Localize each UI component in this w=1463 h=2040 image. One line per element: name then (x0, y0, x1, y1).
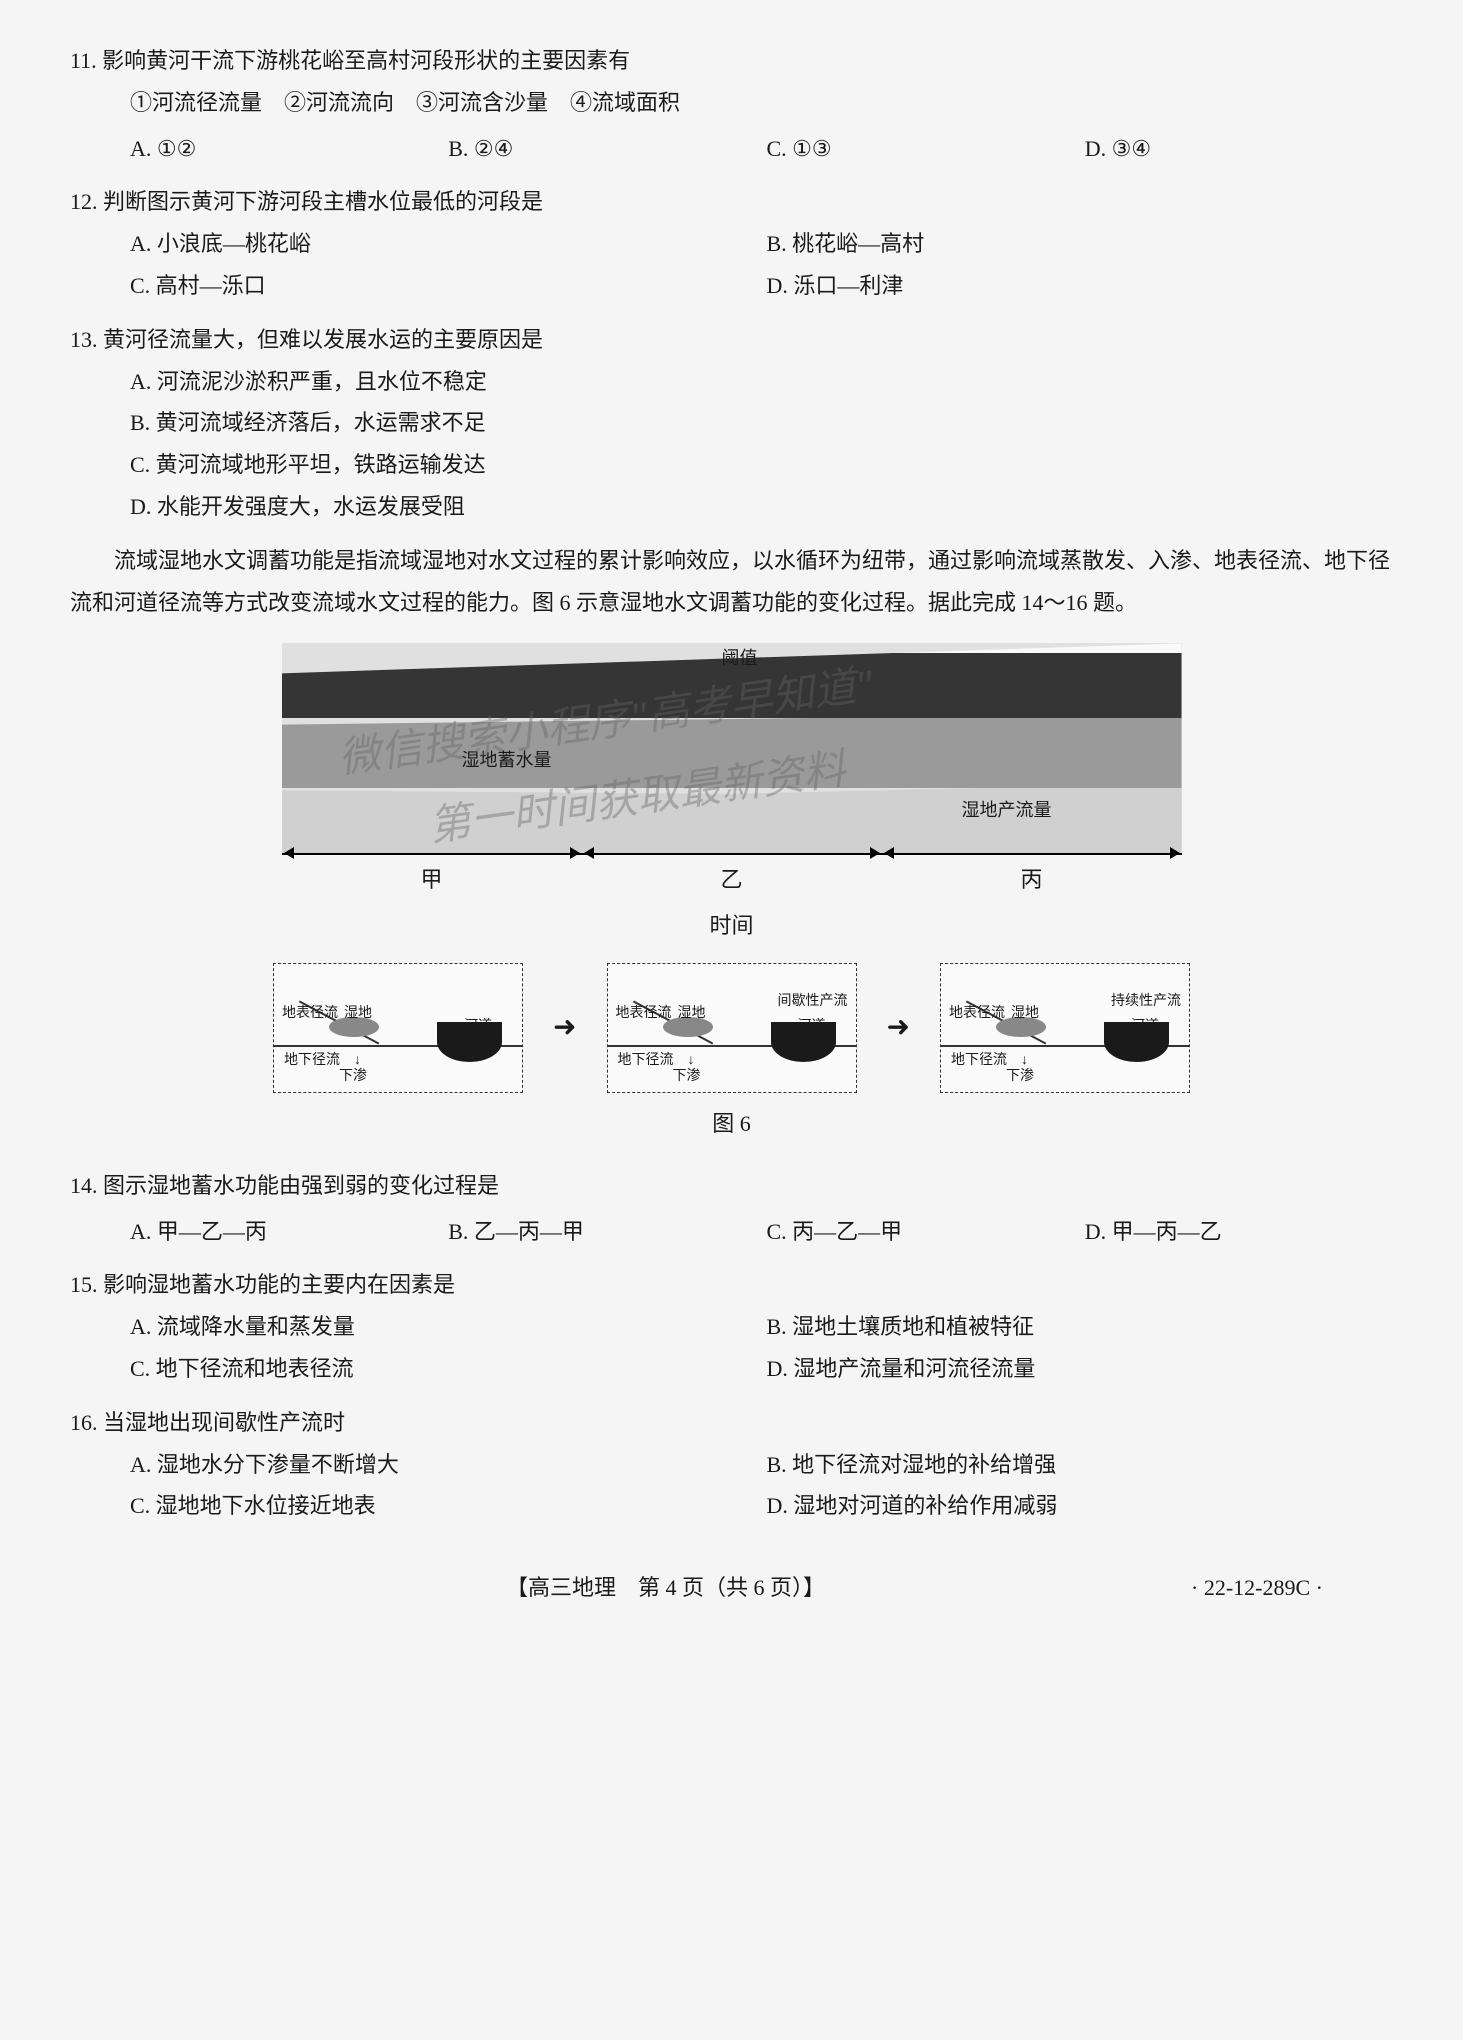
q13-opt-d: D. 水能开发强度大，水运发展受阻 (60, 486, 1403, 528)
fig6-panel-2: 地表径流 湿地 间歇性产流 河道 地下径流 ↓ 下渗 (607, 963, 857, 1093)
p2-arrow-icon: ↓ (688, 1053, 695, 1070)
q15-opt-b: B. 湿地土壤质地和植被特征 (767, 1306, 1404, 1348)
p3-wetland: 湿地 (1011, 1006, 1039, 1023)
q11-items: ①河流径流量 ②河流流向 ③河流含沙量 ④流域面积 (60, 82, 1403, 124)
q11-options: A. ①② B. ②④ C. ①③ D. ③④ (60, 128, 1403, 170)
q11-opt-a: A. ①② (130, 128, 448, 170)
p3-continuous: 持续性产流 (1111, 994, 1181, 1011)
q12-opt-c: C. 高村—泺口 (130, 265, 767, 307)
q16-opt-b: B. 地下径流对湿地的补给增强 (767, 1444, 1404, 1486)
p1-surface: 地表径流 (282, 1006, 338, 1023)
question-16: 16. 当湿地出现间歇性产流时 A. 湿地水分下渗量不断增大 B. 地下径流对湿… (60, 1402, 1403, 1527)
fig6-seg-bing: 丙 (882, 855, 1182, 901)
footer-center: 【高三地理 第 4 页（共 6 页）】 (506, 1567, 825, 1609)
p3-surface: 地表径流 (949, 1006, 1005, 1023)
q11-opt-c: C. ①③ (767, 128, 1085, 170)
q16-opt-c: C. 湿地地下水位接近地表 (130, 1485, 767, 1527)
q11-opt-d: D. ③④ (1085, 128, 1403, 170)
q14-opt-d: D. 甲—丙—乙 (1085, 1211, 1403, 1253)
fig6-seg-yi: 乙 (582, 855, 882, 901)
q11-stem: 11. 影响黄河干流下游桃花峪至高村河段形状的主要因素有 (60, 40, 1403, 82)
fig6-storage-label: 湿地蓄水量 (462, 743, 552, 777)
q14-opt-c: C. 丙—乙—甲 (767, 1211, 1085, 1253)
p2-intermittent: 间歇性产流 (778, 994, 848, 1011)
q16-row2: C. 湿地地下水位接近地表 D. 湿地对河道的补给作用减弱 (60, 1485, 1403, 1527)
q14-opt-a: A. 甲—乙—丙 (130, 1211, 448, 1253)
figure-6: 阈值 湿地蓄水量 湿地产流量 微信搜索小程序"高考早知道" 第一时间获取最新资料… (60, 643, 1403, 1144)
fig6-seg-jia: 甲 (282, 855, 582, 901)
panel-arrow-2-icon: ➜ (887, 1001, 910, 1054)
p3-underground: 地下径流 (951, 1053, 1007, 1070)
q13-opt-a: A. 河流泥沙淤积严重，且水位不稳定 (60, 361, 1403, 403)
fig6-panel-3: 地表径流 湿地 持续性产流 河道 地下径流 ↓ 下渗 (940, 963, 1190, 1093)
p1-infiltrate: 下渗 (339, 1069, 367, 1086)
q15-opt-a: A. 流域降水量和蒸发量 (130, 1306, 767, 1348)
fig6-layer-storage (282, 713, 1182, 788)
fig6-x-label: 时间 (709, 905, 753, 947)
q12-row2: C. 高村—泺口 D. 泺口—利津 (60, 265, 1403, 307)
q15-opt-c: C. 地下径流和地表径流 (130, 1348, 767, 1390)
q15-stem: 15. 影响湿地蓄水功能的主要内在因素是 (60, 1264, 1403, 1306)
question-13: 13. 黄河径流量大，但难以发展水运的主要原因是 A. 河流泥沙淤积严重，且水位… (60, 319, 1403, 528)
fig6-x-axis: 甲 乙 丙 (282, 853, 1182, 901)
panel-arrow-1-icon: ➜ (553, 1001, 576, 1054)
page-footer: 【高三地理 第 4 页（共 6 页）】 · 22-12-289C · (60, 1567, 1403, 1609)
fig6-panels: 地表径流 湿地 河道 地下径流 ↓ 下渗 ➜ 地表径流 湿地 间歇性产流 河道 … (273, 963, 1190, 1093)
p1-wetland: 湿地 (344, 1006, 372, 1023)
q12-opt-b: B. 桃花峪—高村 (767, 223, 1404, 265)
p3-infiltrate: 下渗 (1006, 1069, 1034, 1086)
p2-surface: 地表径流 (616, 1006, 672, 1023)
p2-river: 河道 (798, 1019, 826, 1036)
p1-river: 河道 (464, 1019, 492, 1036)
q15-opt-d: D. 湿地产流量和河流径流量 (767, 1348, 1404, 1390)
p2-underground: 地下径流 (618, 1053, 674, 1070)
p1-underground: 地下径流 (284, 1053, 340, 1070)
q13-stem: 13. 黄河径流量大，但难以发展水运的主要原因是 (60, 319, 1403, 361)
q15-row2: C. 地下径流和地表径流 D. 湿地产流量和河流径流量 (60, 1348, 1403, 1390)
fig6-panel-1: 地表径流 湿地 河道 地下径流 ↓ 下渗 (273, 963, 523, 1093)
q12-row1: A. 小浪底—桃花峪 B. 桃花峪—高村 (60, 223, 1403, 265)
question-12: 12. 判断图示黄河下游河段主槽水位最低的河段是 A. 小浪底—桃花峪 B. 桃… (60, 181, 1403, 306)
q14-opt-b: B. 乙—丙—甲 (448, 1211, 766, 1253)
q16-stem: 16. 当湿地出现间歇性产流时 (60, 1402, 1403, 1444)
footer-right: · 22-12-289C · (1191, 1567, 1323, 1609)
question-14: 14. 图示湿地蓄水功能由强到弱的变化过程是 A. 甲—乙—丙 B. 乙—丙—甲… (60, 1165, 1403, 1253)
q12-stem: 12. 判断图示黄河下游河段主槽水位最低的河段是 (60, 181, 1403, 223)
question-11: 11. 影响黄河干流下游桃花峪至高村河段形状的主要因素有 ①河流径流量 ②河流流… (60, 40, 1403, 169)
question-15: 15. 影响湿地蓄水功能的主要内在因素是 A. 流域降水量和蒸发量 B. 湿地土… (60, 1264, 1403, 1389)
fig6-threshold-label: 阈值 (722, 641, 758, 675)
q16-row1: A. 湿地水分下渗量不断增大 B. 地下径流对湿地的补给增强 (60, 1444, 1403, 1486)
fig6-chart: 阈值 湿地蓄水量 湿地产流量 微信搜索小程序"高考早知道" 第一时间获取最新资料 (282, 643, 1182, 853)
q13-opt-b: B. 黄河流域经济落后，水运需求不足 (60, 402, 1403, 444)
q14-stem: 14. 图示湿地蓄水功能由强到弱的变化过程是 (60, 1165, 1403, 1207)
p3-river: 河道 (1131, 1019, 1159, 1036)
q11-opt-b: B. ②④ (448, 128, 766, 170)
q16-opt-d: D. 湿地对河道的补给作用减弱 (767, 1485, 1404, 1527)
p2-infiltrate: 下渗 (673, 1069, 701, 1086)
p3-arrow-icon: ↓ (1021, 1053, 1028, 1070)
q16-opt-a: A. 湿地水分下渗量不断增大 (130, 1444, 767, 1486)
passage-wetland: 流域湿地水文调蓄功能是指流域湿地对水文过程的累计影响效应，以水循环为纽带，通过影… (60, 540, 1403, 624)
fig6-runoff-label: 湿地产流量 (962, 793, 1052, 827)
fig6-caption: 图 6 (712, 1103, 751, 1145)
q15-row1: A. 流域降水量和蒸发量 B. 湿地土壤质地和植被特征 (60, 1306, 1403, 1348)
q14-options: A. 甲—乙—丙 B. 乙—丙—甲 C. 丙—乙—甲 D. 甲—丙—乙 (60, 1211, 1403, 1253)
p1-arrow-icon: ↓ (354, 1053, 361, 1070)
q13-opt-c: C. 黄河流域地形平坦，铁路运输发达 (60, 444, 1403, 486)
q12-opt-d: D. 泺口—利津 (767, 265, 1404, 307)
p2-wetland: 湿地 (678, 1006, 706, 1023)
q12-opt-a: A. 小浪底—桃花峪 (130, 223, 767, 265)
